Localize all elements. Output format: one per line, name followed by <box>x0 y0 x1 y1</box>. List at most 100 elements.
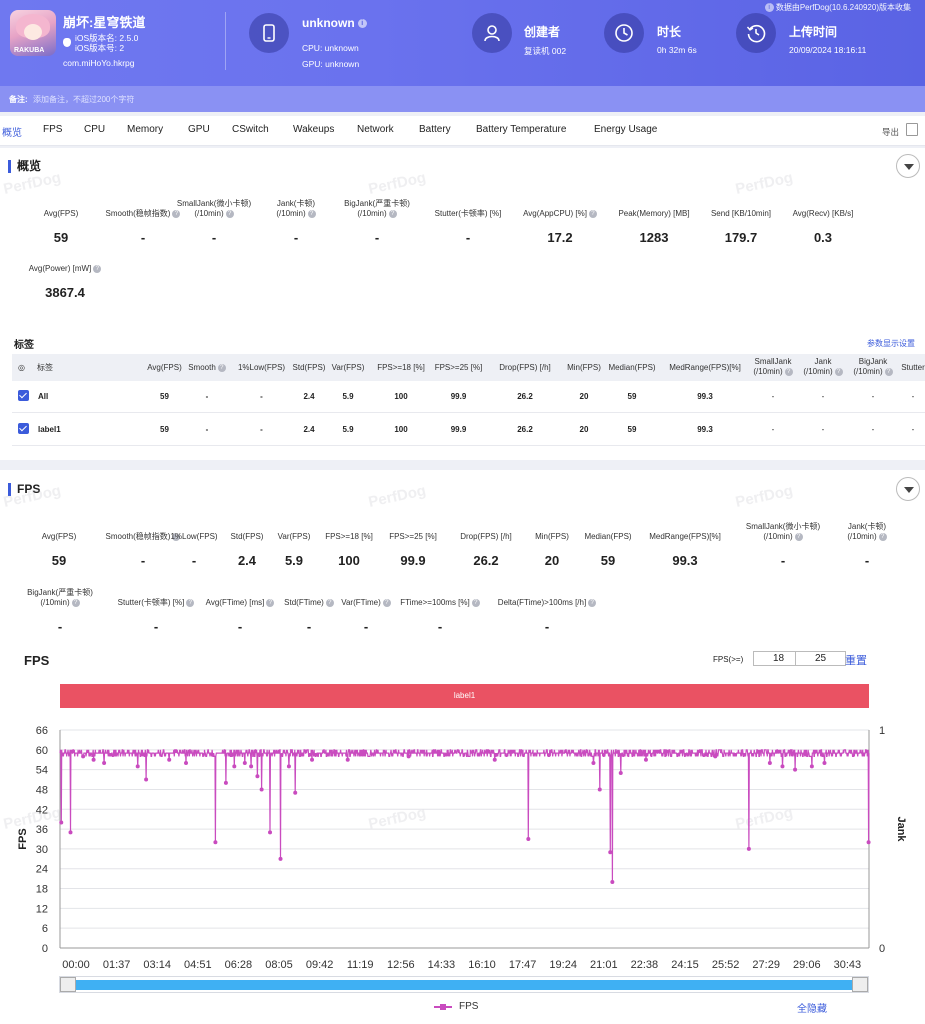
collapse-overview-button[interactable] <box>896 154 920 178</box>
column-header[interactable]: 标签 <box>37 363 53 372</box>
column-header[interactable]: SmallJank (/10min)? <box>753 357 793 376</box>
app-icon: RAKUBA <box>10 10 56 56</box>
tab-gpu[interactable]: GPU <box>188 124 210 135</box>
slider-handle-left[interactable] <box>60 977 76 992</box>
metric-label: Avg(FTime) [ms]? <box>203 598 277 608</box>
metric-value: - <box>191 553 197 568</box>
help-icon[interactable]: ? <box>388 209 397 218</box>
fps-dip-point <box>286 764 291 769</box>
slider-handle-right[interactable] <box>852 977 868 992</box>
note-input[interactable]: 添加备注，不超过200个字符 <box>33 95 135 104</box>
column-header[interactable]: Jank (/10min)? <box>801 357 845 377</box>
duration-title: 时长 <box>657 25 682 39</box>
tab-wakeups[interactable]: Wakeups <box>293 124 335 135</box>
metric-value: 1283 <box>639 230 669 245</box>
select-all-icon[interactable]: ◎ <box>18 363 25 372</box>
help-icon[interactable]: ? <box>382 598 391 607</box>
help-icon[interactable]: ? <box>784 367 793 376</box>
x-tick-label: 11:19 <box>347 959 374 971</box>
column-header[interactable]: FPS>=18 [%] <box>377 363 425 372</box>
help-icon[interactable]: ? <box>172 532 181 541</box>
metric-value: - <box>140 553 146 568</box>
help-icon[interactable]: ? <box>884 367 893 376</box>
column-header[interactable]: Std(FPS) <box>292 363 326 372</box>
column-header[interactable]: Avg(FPS) <box>147 363 182 372</box>
label-band[interactable]: label1 <box>60 684 869 708</box>
metric-label: FPS>=18 [%] <box>325 532 373 541</box>
tab-overview[interactable]: 概览 <box>2 128 22 139</box>
fps-dip-point <box>597 787 602 792</box>
help-icon[interactable]: ? <box>225 209 234 218</box>
help-icon[interactable]: ? <box>794 532 803 541</box>
hide-all-button[interactable]: 全隐藏 <box>797 1004 827 1015</box>
column-header[interactable]: Smooth? <box>187 363 227 373</box>
info-icon[interactable]: i <box>357 19 367 29</box>
checkbox-all[interactable] <box>18 390 29 401</box>
metric-label: Median(FPS) <box>584 532 632 541</box>
metric-label: SmallJank(微小卡顿) (/10min)? <box>176 199 252 218</box>
tab-memory[interactable]: Memory <box>127 124 164 135</box>
help-icon[interactable]: ? <box>217 363 226 372</box>
column-header[interactable]: MedRange(FPS)[%] <box>669 363 741 372</box>
help-icon[interactable]: ? <box>588 209 597 218</box>
column-header[interactable]: Var(FPS) <box>331 363 365 372</box>
help-icon[interactable]: ? <box>93 264 102 273</box>
help-icon[interactable]: ? <box>878 532 887 541</box>
fps-threshold-input-1[interactable]: 18 <box>753 651 804 666</box>
slider-range[interactable] <box>76 980 852 990</box>
help-icon[interactable]: ? <box>186 598 195 607</box>
column-header[interactable]: Median(FPS) <box>608 363 656 372</box>
help-icon[interactable]: ? <box>266 598 275 607</box>
x-tick-label: 08:05 <box>265 959 293 971</box>
time-range-slider[interactable] <box>59 976 869 993</box>
column-header[interactable]: Min(FPS) <box>567 363 601 372</box>
fps-legend-marker[interactable] <box>434 1004 452 1010</box>
checkbox-label1[interactable] <box>18 423 29 434</box>
fps-legend-label[interactable]: FPS <box>459 1001 479 1012</box>
display-settings-link[interactable]: 参数显示设置 <box>867 339 915 348</box>
fps-chart[interactable]: 0 6 12 18 24 30 36 42 48 54 60 66 0 1 FPS Jank 00:00 01:3… <box>0 716 925 976</box>
column-header[interactable]: FPS>=25 [%] <box>434 363 483 372</box>
table-cell: - <box>771 392 775 401</box>
metric-label: Var(FPS) <box>277 532 311 541</box>
metric-label: Avg(FPS) <box>41 532 77 541</box>
tab-battery[interactable]: Battery <box>419 124 451 135</box>
x-tick-label: 27:29 <box>752 959 780 971</box>
metric-value: - <box>237 619 243 634</box>
tab-network[interactable]: Network <box>357 124 394 135</box>
column-header[interactable]: Stutter <box>901 363 925 372</box>
tab-battery-temperature[interactable]: Battery Temperature <box>476 124 567 135</box>
column-header[interactable]: 1%Low(FPS) <box>237 363 286 372</box>
help-icon[interactable]: ? <box>588 598 597 607</box>
help-icon[interactable]: ? <box>471 598 480 607</box>
table-cell: - <box>260 425 263 434</box>
x-tick-label: 22:38 <box>631 959 659 971</box>
collapse-fps-button[interactable] <box>896 477 920 501</box>
y-tick-label: 66 <box>36 725 48 737</box>
table-row[interactable]: label1 59 - - 2.4 5.9 100 99.9 26.2 20 59 99.3 - - - - <box>12 414 925 446</box>
metric-value: - <box>544 619 550 634</box>
fps-threshold-input-2[interactable]: 25 <box>795 651 846 666</box>
reset-button[interactable]: 重置 <box>845 655 867 667</box>
info-icon[interactable]: i <box>764 3 774 13</box>
fps-dip-point <box>310 757 315 762</box>
fps-section-title: FPS <box>8 483 40 496</box>
help-icon[interactable]: ? <box>172 209 181 218</box>
metric-label: Peak(Memory) [MB] <box>618 209 690 218</box>
tab-fps[interactable]: FPS <box>43 124 63 135</box>
fps-dip-point <box>59 820 64 825</box>
table-row[interactable]: All 59 - - 2.4 5.9 100 99.9 26.2 20 59 99.3 - - - - <box>12 381 925 413</box>
tab-energy-usage[interactable]: Energy Usage <box>594 124 658 135</box>
metric-label: Stutter(卡顿率) [%] <box>434 209 502 218</box>
export-icon[interactable] <box>906 123 918 136</box>
fps-dip-point <box>278 856 283 861</box>
help-icon[interactable]: ? <box>325 598 334 607</box>
export-button[interactable]: 导出 <box>881 127 899 137</box>
column-header[interactable]: Drop(FPS) [/h] <box>499 363 551 372</box>
help-icon[interactable]: ? <box>307 209 316 218</box>
help-icon[interactable]: ? <box>834 367 843 376</box>
tab-cpu[interactable]: CPU <box>84 124 106 135</box>
column-header[interactable]: BigJank (/10min)? <box>850 357 896 377</box>
tab-cswitch[interactable]: CSwitch <box>232 124 269 135</box>
help-icon[interactable]: ? <box>71 598 80 607</box>
